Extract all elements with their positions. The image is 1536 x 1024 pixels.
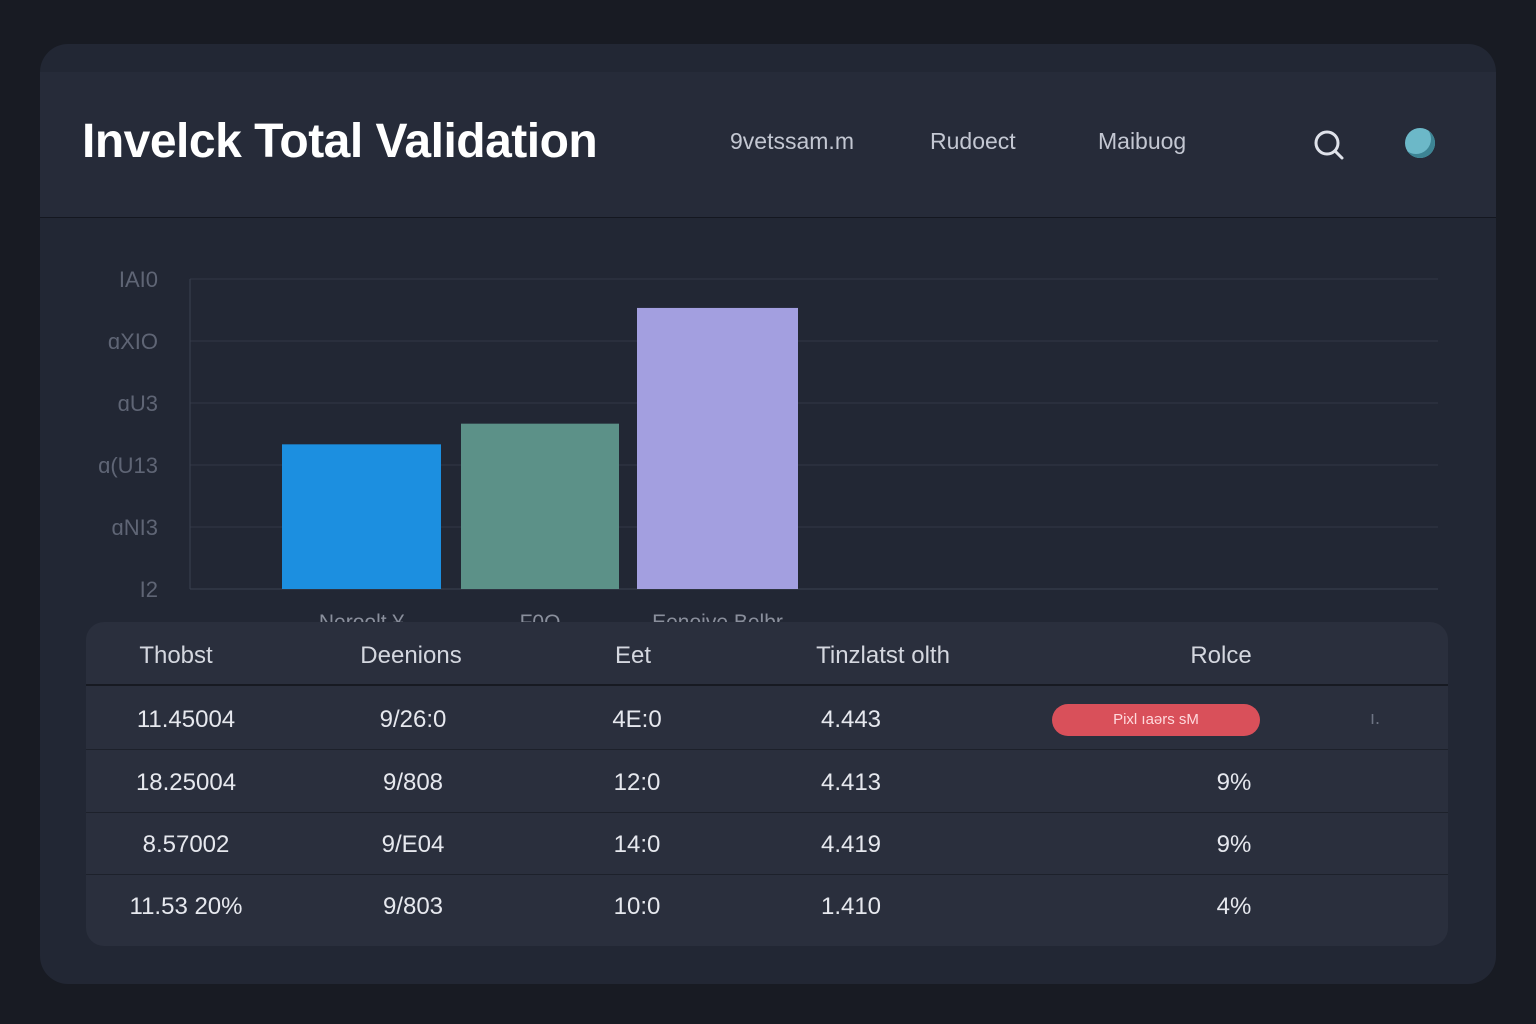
cell-col-3: 14:0 bbox=[613, 831, 661, 858]
column-header-2[interactable]: Deenions bbox=[360, 642, 462, 669]
page-title: Invelck Total Validation bbox=[82, 115, 598, 168]
table-row[interactable]: 11.45004 9/26:0 4E:0 4.443 Pixl ıaərs sM… bbox=[86, 688, 1448, 750]
column-header-1[interactable]: Thobst bbox=[139, 642, 213, 669]
cell-col-2: 9/803 bbox=[382, 893, 444, 920]
cell-col-2: 9/E04 bbox=[381, 831, 445, 858]
cell-col-1: 11.45004 bbox=[136, 706, 236, 733]
cell-col-5: 4% bbox=[1216, 893, 1252, 920]
table-row[interactable]: 18.25004 9/808 12:0 4.413 9% bbox=[86, 751, 1448, 813]
search-icon[interactable] bbox=[1312, 128, 1346, 162]
nav-item-3[interactable]: Maibuog bbox=[1098, 128, 1187, 154]
column-header-4[interactable]: Tinzlatst olth bbox=[816, 642, 950, 669]
table-row[interactable]: 11.53 20% 9/803 10:0 1.410 4% bbox=[86, 875, 1448, 937]
table-header: Thobst Deenions Eet Tinzlatst olth Rolce bbox=[86, 622, 1448, 686]
cell-col-5: 9% bbox=[1216, 831, 1252, 858]
row-menu-icon[interactable]: ı. bbox=[1370, 708, 1381, 728]
top-header: Invelck Total Validation 9vetssam.m Rudo… bbox=[40, 72, 1496, 218]
cell-col-2: 9/26:0 bbox=[379, 706, 447, 733]
y-tick-label: ɑXIO bbox=[108, 329, 158, 354]
cell-col-1: 11.53 20% bbox=[129, 893, 243, 920]
bar bbox=[637, 307, 798, 589]
bar bbox=[282, 444, 441, 589]
cell-col-3: 10:0 bbox=[613, 893, 661, 920]
y-tick-label: ɑNI3 bbox=[112, 515, 158, 540]
nav-item-2[interactable]: Rudoect bbox=[930, 128, 1016, 154]
cell-col-1: 8.57002 bbox=[142, 831, 230, 858]
nav-item-1[interactable]: 9vetssam.m bbox=[730, 128, 854, 154]
status-badge[interactable]: Pixl ıaərs sM bbox=[1052, 704, 1260, 736]
table-row[interactable]: 8.57002 9/E04 14:0 4.419 9% bbox=[86, 813, 1448, 875]
y-tick-label: IAI0 bbox=[119, 267, 158, 292]
cell-col-2: 9/808 bbox=[382, 769, 444, 796]
cell-col-3: 12:0 bbox=[613, 769, 661, 796]
y-tick-label: I2 bbox=[140, 577, 158, 602]
y-tick-label: ɑU3 bbox=[118, 391, 158, 416]
cell-col-3: 4E:0 bbox=[612, 706, 662, 733]
y-tick-label: ɑ(U13 bbox=[98, 453, 158, 478]
cell-col-4: 1.410 bbox=[820, 893, 882, 920]
cell-col-4: 4.419 bbox=[820, 831, 882, 858]
data-table: Thobst Deenions Eet Tinzlatst olth Rolce… bbox=[86, 622, 1448, 946]
cell-col-1: 18.25004 bbox=[135, 769, 237, 796]
column-header-3[interactable]: Eet bbox=[614, 642, 652, 669]
bar bbox=[461, 423, 619, 589]
avatar-icon[interactable] bbox=[1405, 128, 1435, 158]
cell-col-5: 9% bbox=[1216, 769, 1252, 796]
app-window: Invelck Total Validation 9vetssam.m Rudo… bbox=[40, 44, 1496, 984]
column-header-5[interactable]: Rolce bbox=[1190, 642, 1252, 669]
cell-col-4: 4.443 bbox=[820, 706, 882, 733]
cell-col-4: 4.413 bbox=[820, 769, 882, 796]
